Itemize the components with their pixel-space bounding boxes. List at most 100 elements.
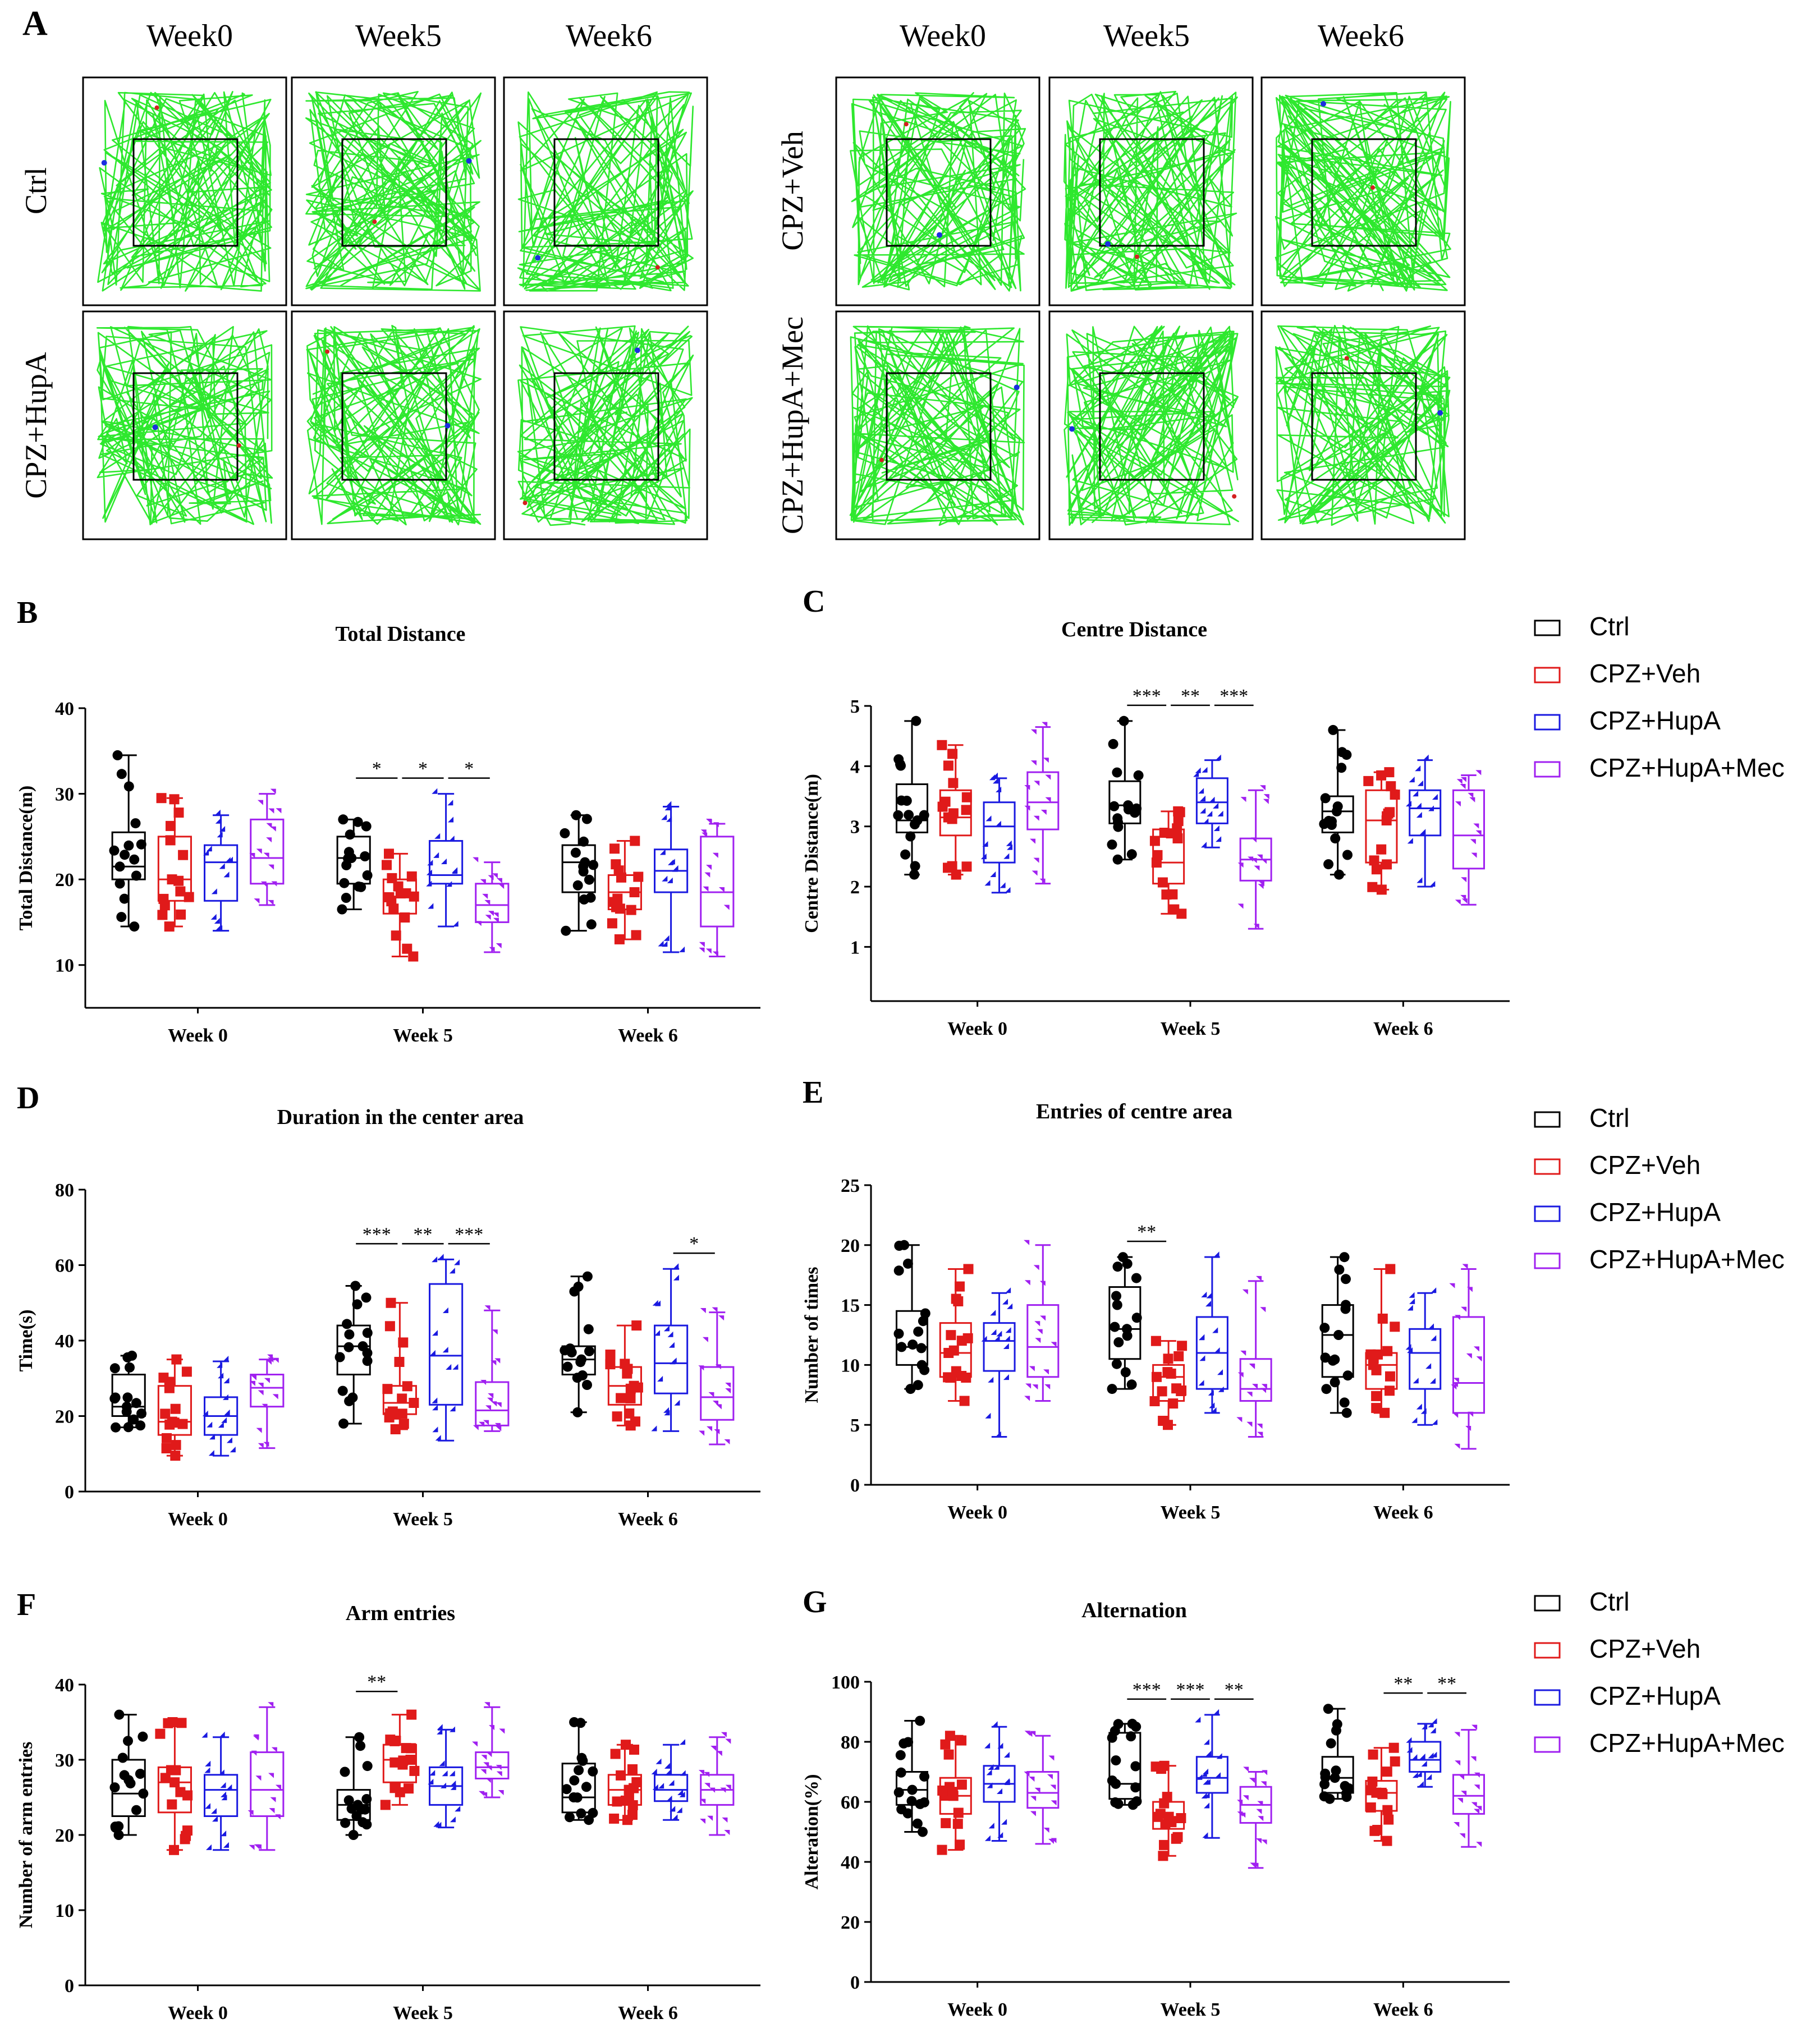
data-point	[438, 1254, 444, 1260]
legend: Ctrl CPZ+Veh CPZ+HupA CPZ+HupA+Mec	[1534, 1587, 1785, 1758]
data-point	[1340, 1781, 1350, 1791]
data-point	[1323, 1704, 1333, 1714]
x-tick-label: Week 5	[393, 1509, 453, 1530]
data-point	[230, 1447, 236, 1453]
data-point	[1162, 1792, 1172, 1802]
data-point	[452, 921, 459, 927]
box-cpz-veh-0	[155, 1717, 193, 1855]
legend-swatch	[1534, 1736, 1561, 1753]
data-point	[703, 886, 709, 892]
sig-label: **	[1225, 1680, 1244, 1700]
x-tick-label: Week 0	[947, 1999, 1007, 2020]
data-point	[1159, 1839, 1169, 1850]
data-point	[1253, 924, 1259, 929]
data-point	[361, 1292, 372, 1303]
data-point	[1336, 763, 1347, 773]
data-point	[1126, 1731, 1136, 1742]
data-point	[629, 1783, 639, 1793]
y-tick-label: 20	[841, 1912, 860, 1933]
y-tick-label: 40	[55, 1331, 74, 1352]
box-ctrl-0	[109, 750, 146, 932]
data-point	[441, 858, 447, 864]
data-point	[1261, 859, 1267, 864]
center-zone	[1311, 138, 1417, 247]
data-point	[160, 1773, 171, 1783]
x-tick-label: Week 6	[1373, 1018, 1433, 1039]
data-point	[1320, 793, 1331, 804]
data-point	[432, 788, 438, 794]
data-point	[1217, 1369, 1223, 1375]
data-point	[662, 875, 668, 882]
data-point	[484, 900, 490, 905]
data-point	[705, 948, 712, 954]
data-point	[114, 861, 125, 872]
data-point	[164, 921, 175, 932]
data-point	[483, 1420, 489, 1425]
box-cpz-hupa-2	[651, 1263, 689, 1432]
data-point	[450, 1784, 456, 1790]
data-point	[700, 1308, 706, 1314]
data-point	[1217, 810, 1223, 816]
data-point	[455, 1806, 461, 1812]
data-point	[1454, 1732, 1460, 1737]
data-point	[893, 1787, 904, 1798]
data-point	[398, 1755, 409, 1766]
data-point	[577, 1755, 588, 1766]
sig-label: **	[414, 1224, 433, 1245]
data-point	[156, 793, 167, 804]
data-point	[1407, 838, 1413, 844]
box-cpz-hupa-mec-1	[1237, 1767, 1272, 1869]
box-cpz-hupa-2	[654, 801, 689, 953]
end-dot	[1370, 185, 1375, 190]
data-point	[1236, 1417, 1243, 1423]
data-point	[1405, 1344, 1411, 1350]
data-point	[362, 1356, 373, 1366]
legend-swatch	[1534, 1642, 1561, 1659]
data-point	[997, 1788, 1003, 1794]
data-point	[1005, 887, 1011, 893]
data-point	[1260, 785, 1266, 791]
data-point	[961, 805, 971, 815]
data-point	[1328, 724, 1338, 735]
data-point	[920, 1308, 930, 1319]
data-point	[1455, 900, 1461, 905]
data-point	[1257, 1801, 1263, 1806]
track-path	[96, 325, 273, 526]
row-label: CPZ+HupA+Mec	[776, 316, 809, 534]
data-point	[138, 1788, 149, 1799]
data-point	[663, 1407, 670, 1413]
data-point	[1172, 823, 1182, 834]
data-point	[720, 1787, 726, 1793]
data-point	[676, 1807, 682, 1813]
data-point	[1034, 1787, 1040, 1793]
panel-a-letter: A	[22, 4, 48, 43]
data-point	[121, 1406, 132, 1417]
open-field-track	[835, 310, 1040, 540]
data-point	[1206, 1292, 1212, 1299]
data-point	[356, 1804, 366, 1815]
y-tick-label: 3	[850, 817, 860, 838]
data-point	[993, 1764, 1000, 1770]
data-point	[1109, 801, 1120, 811]
data-point	[426, 869, 432, 875]
x-tick-label: Week 6	[618, 1025, 678, 1046]
data-point	[1162, 1367, 1173, 1378]
data-point	[918, 1827, 928, 1837]
data-point	[1377, 1789, 1388, 1800]
week-label: Week6	[1318, 19, 1404, 53]
box-cpz-veh-1	[1149, 806, 1187, 919]
open-field-track	[1048, 310, 1254, 540]
significance-bar: **	[1171, 686, 1210, 706]
y-tick-label: 25	[841, 1176, 860, 1196]
data-point	[1409, 777, 1415, 783]
data-point	[620, 1359, 630, 1369]
data-point	[129, 921, 140, 932]
data-point	[1365, 1802, 1376, 1813]
legend-swatch	[1534, 1689, 1561, 1706]
data-point	[896, 1342, 907, 1352]
data-point	[355, 1741, 366, 1751]
data-point	[204, 1767, 210, 1773]
data-point	[1246, 1392, 1253, 1397]
data-point	[1155, 1809, 1166, 1819]
legend-swatch	[1534, 667, 1561, 683]
